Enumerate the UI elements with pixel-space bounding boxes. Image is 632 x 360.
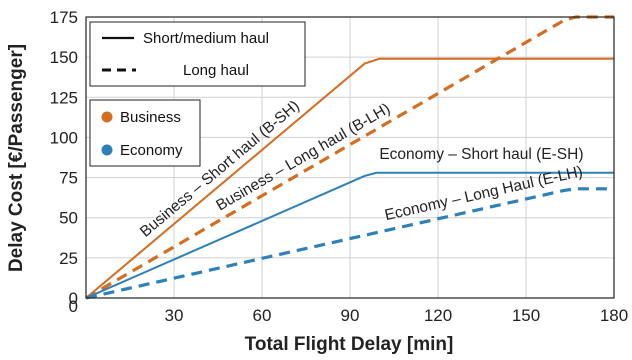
legend-economy-label: Economy [120,142,183,159]
y-tick-label-125: 125 [50,88,78,107]
series-annotations: Business – Short haul (B-SH)Business – L… [137,97,584,240]
y-tick-label-150: 150 [50,48,78,67]
tick-labels: 0 25 50 75 100 125 150 175 0 30 60 90 120 150 180 [50,8,629,325]
series-line-2 [85,171,614,299]
y-tick-label-175: 175 [50,8,78,27]
legend-linestyle: Short/medium haul Long haul [89,21,306,87]
legend-business-marker [101,111,113,123]
x-tick-label-30: 30 [165,306,184,325]
axes [85,16,615,299]
series-line-3 [85,187,614,300]
legend-class: Business Economy [89,99,201,167]
y-axis-title: Delay Cost [€/Passenger] [6,44,27,272]
x-tick-label-120: 120 [424,306,452,325]
legend-short-medium-label: Short/medium haul [143,30,269,47]
x-tick-label-180: 180 [600,306,628,325]
y-tick-label-50: 50 [59,209,78,228]
y-tick-label-100: 100 [50,128,78,147]
y-tick-label-75: 75 [59,169,78,188]
legend-long-haul-label: Long haul [183,62,249,79]
annotation-2: Economy – Short haul (E-SH) [379,146,583,163]
plot-frame [85,16,615,299]
legend-business-label: Business [120,109,181,126]
x-tick-label-0: 0 [69,297,78,316]
y-tick-label-25: 25 [59,249,78,268]
x-axis-title: Total Flight Delay [min] [245,334,454,355]
x-tick-label-60: 60 [253,306,272,325]
x-tick-label-90: 90 [341,306,360,325]
y-tick-label-0: 0 [69,289,78,308]
legend-economy-marker [101,144,113,156]
legend-linestyle-box [89,21,306,87]
x-tick-label-150: 150 [512,306,540,325]
